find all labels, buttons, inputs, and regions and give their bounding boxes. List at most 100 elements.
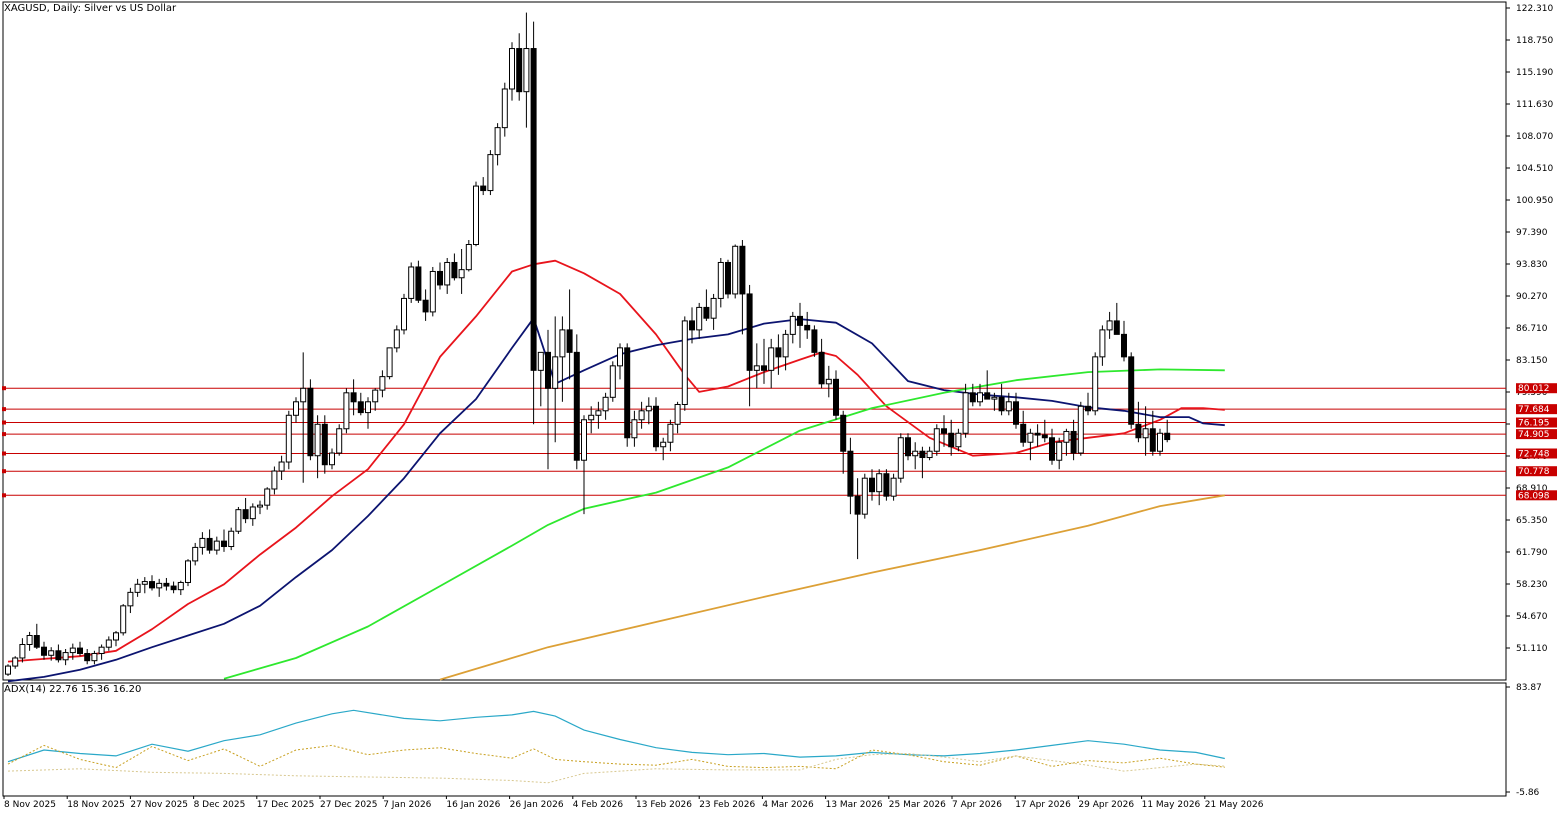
bullish-candle [509, 48, 515, 90]
bearish-candle [1013, 401, 1019, 425]
price-level-marker [2, 420, 6, 425]
bullish-candle [1056, 441, 1063, 461]
price-level-tag [1516, 466, 1557, 477]
date-tick-label[interactable]: 8 Nov 2025 [4, 800, 56, 810]
date-tick-label[interactable]: 16 Jan 2026 [446, 800, 500, 810]
date-tick-label[interactable]: 7 Jan 2026 [383, 800, 431, 810]
price-tick-label[interactable]: 65.350 [1516, 516, 1548, 526]
bullish-candle [552, 356, 559, 389]
bearish-candle [1121, 333, 1127, 358]
price-level-tag-label: 68.098 [1518, 491, 1550, 501]
price-level-marker [2, 407, 6, 412]
date-tick-label[interactable]: 13 Mar 2026 [826, 800, 883, 810]
bullish-candle [192, 546, 199, 562]
bullish-candle [501, 88, 508, 129]
bullish-candle [393, 329, 400, 349]
date-tick-label[interactable]: 13 Feb 2026 [636, 800, 692, 810]
date-tick-label[interactable]: 27 Dec 2025 [320, 800, 378, 810]
bearish-candle [833, 378, 839, 416]
bearish-candle [1135, 423, 1142, 439]
adx-main-line [7, 709, 1225, 763]
bullish-candle [645, 405, 652, 412]
bullish-candle [537, 351, 544, 371]
date-tick-label[interactable]: 4 Mar 2026 [762, 800, 814, 810]
price-tick-label[interactable]: 90.270 [1516, 292, 1548, 302]
bullish-candle [257, 504, 263, 508]
price-tick-label[interactable]: 108.070 [1516, 132, 1553, 142]
bullish-candle [141, 581, 148, 585]
price-level-lines [2, 386, 1506, 498]
bullish-candle [717, 261, 724, 299]
date-tick-label[interactable]: 23 Feb 2026 [699, 800, 755, 810]
bearish-candle [1041, 434, 1048, 439]
bullish-candle [62, 652, 69, 661]
bullish-candle [890, 477, 897, 497]
price-tick-label[interactable]: 97.390 [1516, 228, 1548, 238]
price-tick-label[interactable]: 54.670 [1516, 612, 1548, 622]
date-tick-label[interactable]: 26 Jan 2026 [510, 800, 564, 810]
price-tick-label[interactable]: 51.110 [1516, 644, 1548, 654]
price-axis[interactable]: 122.310 118.750 115.190 111.630 108.070 104.5… [1506, 4, 1553, 654]
price-level-marker [2, 469, 6, 474]
adx-tick-label[interactable]: -5.86 [1516, 788, 1540, 798]
bullish-candle [134, 583, 141, 593]
price-tick-label[interactable]: 93.830 [1516, 260, 1548, 270]
date-tick-label[interactable]: 17 Dec 2025 [257, 800, 315, 810]
bearish-candle [998, 396, 1005, 412]
bullish-candle [19, 643, 26, 659]
bearish-candle [33, 635, 40, 648]
date-tick-label[interactable]: 17 Apr 2026 [1015, 800, 1071, 810]
candlestick-series [5, 12, 1171, 676]
bullish-candle [1063, 430, 1070, 443]
date-tick-label[interactable]: 21 May 2026 [1205, 800, 1264, 810]
date-tick-label[interactable]: 7 Apr 2026 [952, 800, 1002, 810]
chart-title: XAGUSD, Daily: Silver vs US Dollar [4, 3, 177, 14]
date-tick-label[interactable]: 4 Feb 2026 [573, 800, 624, 810]
bullish-candle [343, 392, 350, 430]
bullish-candle [199, 537, 206, 548]
bearish-candle [55, 650, 62, 661]
price-tick-label[interactable]: 111.630 [1516, 100, 1553, 110]
price-tick-label[interactable]: 86.710 [1516, 324, 1548, 334]
bullish-candle [581, 419, 587, 461]
bullish-candle [120, 605, 127, 634]
bearish-candle [1113, 320, 1120, 335]
price-tick-label[interactable]: 122.310 [1516, 4, 1553, 14]
bearish-candle [941, 428, 947, 434]
bearish-candle [797, 315, 803, 326]
bullish-candle [48, 650, 55, 656]
bearish-candle [84, 652, 91, 662]
bullish-candle [429, 270, 436, 313]
date-tick-label[interactable]: 8 Dec 2025 [194, 800, 246, 810]
price-tick-label[interactable]: 83.150 [1516, 356, 1548, 366]
bearish-candle [775, 347, 782, 358]
date-tick-label[interactable]: 27 Nov 2025 [130, 800, 188, 810]
bullish-candle [876, 473, 883, 493]
date-tick-label[interactable]: 25 Mar 2026 [889, 800, 946, 810]
bullish-candle [609, 365, 616, 398]
bearish-candle [242, 509, 249, 520]
adx-axis[interactable]: 83.87 -5.86 [1506, 683, 1542, 798]
price-tick-label[interactable]: 58.230 [1516, 580, 1548, 590]
bullish-candle [249, 506, 256, 520]
price-tick-label[interactable]: 118.750 [1516, 36, 1553, 46]
price-tick-label[interactable]: 61.790 [1516, 548, 1548, 558]
bearish-candle [573, 351, 580, 461]
date-tick-label[interactable]: 29 Apr 2026 [1078, 800, 1134, 810]
time-axis[interactable]: 8 Nov 2025 18 Nov 2025 27 Nov 2025 8 Dec 20… [3, 796, 1264, 810]
bullish-candle [336, 428, 343, 454]
bearish-candle [41, 646, 47, 656]
adx-tick-label[interactable]: 83.87 [1516, 683, 1542, 693]
bullish-candle [278, 461, 285, 472]
price-tick-label[interactable]: 115.190 [1516, 68, 1553, 78]
date-tick-label[interactable]: 11 May 2026 [1142, 800, 1201, 810]
price-tick-label[interactable]: 100.950 [1516, 196, 1553, 206]
bullish-candle [1142, 428, 1149, 439]
price-tick-label[interactable]: 104.510 [1516, 164, 1553, 174]
price-tick-label[interactable]: 68.910 [1516, 484, 1548, 494]
bullish-candle [365, 401, 371, 414]
bullish-candle [617, 347, 623, 367]
date-tick-label[interactable]: 18 Nov 2025 [67, 800, 125, 810]
bullish-candle [127, 591, 134, 607]
